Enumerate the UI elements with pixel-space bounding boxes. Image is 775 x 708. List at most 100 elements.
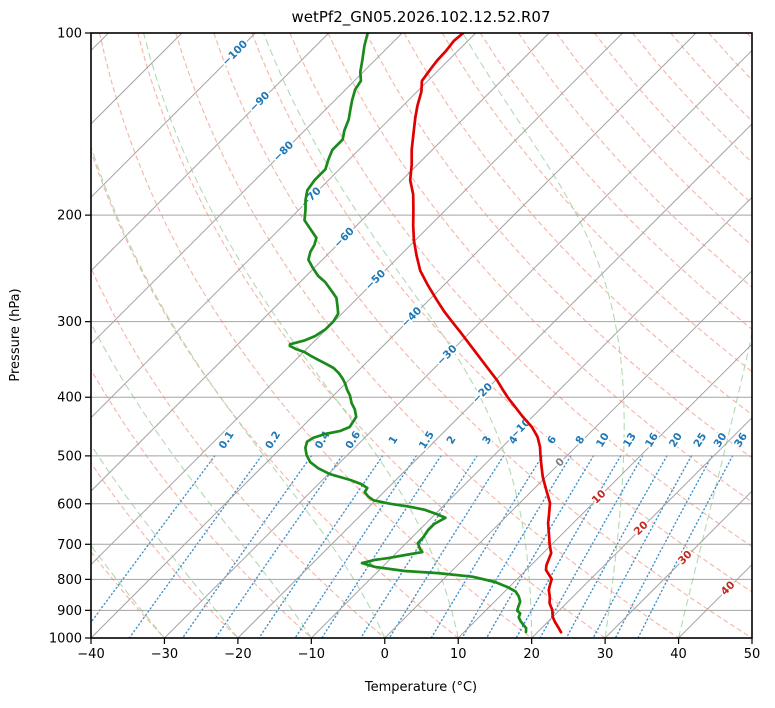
chart-title: wetPf2_GN05.2026.102.12.52.R07	[291, 8, 550, 27]
mixing-ratio-line	[360, 455, 478, 638]
moist-adiabat-line	[91, 443, 239, 638]
y-axis-label: Pressure (hPa)	[8, 288, 23, 381]
y-tick-label: 800	[57, 573, 82, 588]
mixing-ratio-line	[515, 455, 622, 638]
x-tick-label: 20	[523, 647, 540, 662]
mixing-ratio-label: 16	[643, 431, 661, 450]
mixing-ratio-label: 1.5	[417, 429, 437, 451]
mixing-ratio-label: 6	[545, 434, 559, 447]
mixing-ratio-layer	[91, 455, 734, 638]
y-tick-label: 900	[57, 604, 82, 619]
isotherm-line	[531, 416, 752, 638]
isotherm-line	[310, 196, 752, 638]
isotherm-line	[91, 33, 623, 566]
mixing-ratio-line	[258, 455, 384, 638]
x-tick-label: −40	[77, 647, 104, 662]
mixing-ratio-label: 25	[691, 431, 709, 450]
mixing-ratio-line	[430, 455, 543, 638]
mixing-ratio-line	[91, 455, 216, 624]
dewpoint-layer	[288, 33, 528, 634]
plot-border	[90, 32, 753, 639]
dry-adiabat-line	[365, 33, 752, 459]
mixing-ratio-label: 2	[444, 434, 458, 447]
dry-adiabat-line	[479, 33, 752, 330]
mixing-ratio-label: 10	[594, 431, 612, 450]
dry-adiabat-line	[289, 33, 752, 548]
dry-adiabat-line	[213, 33, 752, 638]
isotherm-line	[91, 33, 256, 199]
moist-adiabats-layer	[91, 33, 752, 638]
dry-adiabat-line	[555, 33, 752, 246]
dry-adiabat-line	[441, 33, 752, 373]
mixing-ratio-label: 3	[480, 434, 494, 447]
dry-adiabat-line	[91, 368, 312, 638]
mixing-ratio-line	[485, 455, 595, 638]
temperature-curve	[408, 33, 563, 634]
dry-adiabat-line	[327, 33, 752, 503]
y-tick-label: 300	[57, 315, 82, 330]
y-tick-label: 500	[57, 449, 82, 464]
isotherm-line	[91, 33, 330, 272]
y-tick-label: 1000	[49, 632, 82, 647]
dry-adiabat-line	[91, 149, 459, 638]
mixing-ratio-line	[388, 455, 505, 638]
isotherm-line	[384, 270, 752, 638]
dry-adiabat-line	[403, 33, 752, 416]
mixing-ratio-label: 30	[712, 431, 730, 450]
x-tick-label: −20	[224, 647, 251, 662]
mixing-ratio-label: 20	[667, 431, 685, 450]
x-axis-label: Temperature (°C)	[364, 680, 477, 695]
isotherm-line	[91, 33, 550, 492]
isotherm-line	[678, 563, 752, 638]
temperature-layer	[408, 33, 563, 634]
mixing-ratio-line	[128, 455, 263, 638]
x-tick-label: 0	[381, 647, 389, 662]
mixing-ratio-line	[461, 455, 572, 638]
x-tick-label: 10	[450, 647, 467, 662]
mixing-ratio-line	[321, 455, 442, 638]
dry-adiabat-line	[91, 462, 239, 638]
mixing-ratio-label: 8	[573, 434, 587, 447]
isotherms-layer	[91, 33, 752, 638]
moist-adiabat-line	[751, 636, 752, 638]
x-tick-label: 30	[597, 647, 614, 662]
isotherm-line	[604, 490, 752, 638]
mixing-ratio-label: 0.2	[263, 429, 283, 451]
mixing-ratio-label: 36	[732, 431, 750, 450]
dry-adiabat-line	[594, 33, 752, 205]
moist-adiabat-line	[91, 322, 312, 638]
mixing-ratio-line	[214, 455, 343, 638]
mixing-ratio-label: 1	[386, 434, 400, 447]
mixing-ratio-line	[294, 455, 417, 638]
dry-adiabat-line	[91, 266, 386, 638]
mixing-ratio-line	[592, 455, 693, 638]
contour-labels-layer: −100−90−80−70−60−50−40−30−20−10010203040…	[215, 36, 752, 599]
isotherm-line	[91, 33, 403, 345]
mixing-ratio-line	[614, 455, 713, 638]
dry-adiabats-layer	[91, 33, 752, 638]
isotherm-line	[91, 33, 697, 638]
isotherm-line	[237, 123, 752, 638]
y-tick-label: 700	[57, 538, 82, 553]
dry-adiabat-line	[91, 550, 165, 638]
dry-adiabat-line	[517, 33, 752, 288]
y-tick-label: 400	[57, 391, 82, 406]
y-tick-label: 100	[57, 27, 82, 42]
moist-adiabat-line	[262, 33, 533, 638]
isotherm-line	[164, 49, 752, 638]
y-tick-label: 600	[57, 497, 82, 512]
moist-adiabat-line	[143, 33, 459, 638]
mixing-ratio-label: 0.1	[217, 429, 237, 451]
x-tick-label: −10	[298, 647, 325, 662]
mixing-ratio-label: 0.6	[343, 429, 363, 451]
dry-adiabat-line	[708, 33, 752, 81]
isotherm-line	[91, 33, 477, 419]
moist-adiabat-line	[91, 544, 165, 638]
x-tick-label: 50	[744, 647, 761, 662]
moist-adiabat-line	[678, 330, 752, 638]
plot-area: −100−90−80−70−60−50−40−30−20−10010203040…	[91, 33, 752, 638]
isotherm-line	[457, 343, 752, 638]
isotherm-label: −100	[220, 38, 250, 68]
